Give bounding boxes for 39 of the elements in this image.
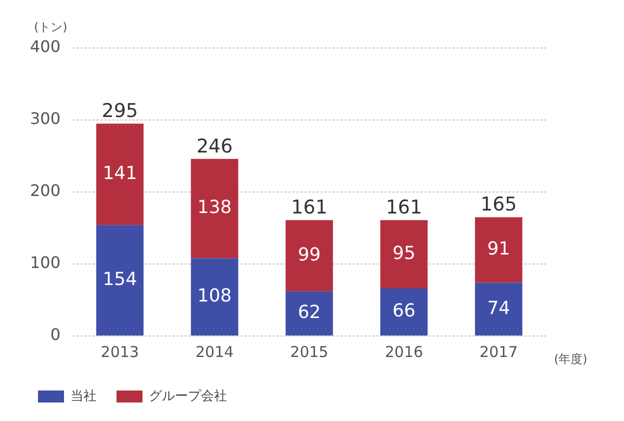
data-label: 66 [392,300,416,322]
x-tick-label: 2014 [195,342,234,361]
data-label: 91 [487,238,510,260]
total-label: 295 [102,100,138,122]
bar [190,258,238,336]
data-label: 138 [197,197,232,218]
x-tick-label: 2013 [100,342,139,361]
x-axis-title: (年度) [554,352,588,366]
bar [286,291,333,336]
data-label: 108 [197,286,232,307]
legend-label: 当社 [70,388,96,404]
legend-label: グループ会社 [149,388,227,404]
x-tick-label: 2015 [290,342,328,361]
bar [474,282,522,336]
total-label: 161 [386,196,422,219]
x-tick-label: 2017 [480,342,518,361]
bar [380,288,428,336]
total-label: 246 [196,135,233,158]
bar [190,158,238,258]
data-label: 74 [487,298,510,319]
bar [96,225,144,336]
y-tick-label: 0 [50,325,61,344]
y-axis-title: (トン) [34,20,68,34]
y-tick-label: 200 [30,181,61,200]
y-tick-label: 100 [30,253,61,272]
bar [474,217,522,283]
x-tick-label: 2016 [384,342,424,361]
bar [286,220,333,292]
data-label: 95 [392,242,416,264]
data-label: 99 [298,244,321,266]
y-tick-label: 300 [30,109,61,128]
total-label: 165 [480,194,517,216]
data-label: 141 [102,163,138,184]
total-label: 161 [291,196,328,219]
y-tick-label: 400 [30,37,61,56]
data-label: 62 [298,302,321,324]
bar [96,124,144,226]
data-label: 154 [102,268,138,290]
bar [380,220,428,288]
